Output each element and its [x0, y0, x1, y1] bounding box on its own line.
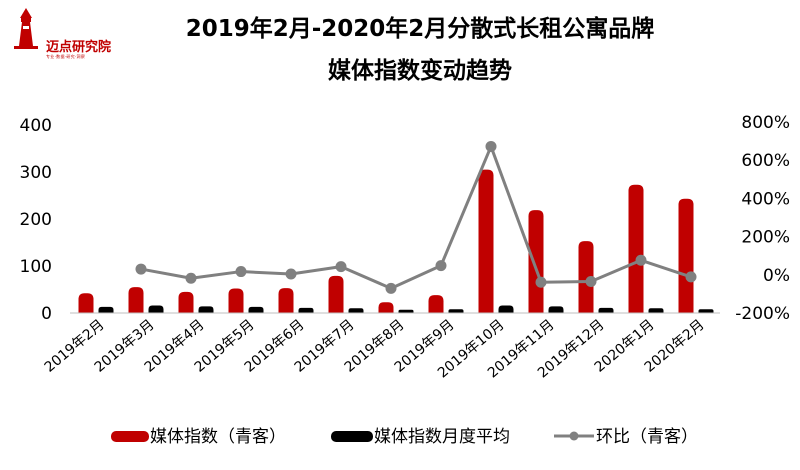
- y-right-tick-label: 600%: [741, 151, 790, 171]
- bar-media-index: [78, 293, 94, 313]
- bar-media-index: [628, 184, 644, 313]
- bar-media-index: [128, 287, 144, 313]
- legend-label-avg: 媒体指数月度平均: [374, 427, 510, 447]
- bar-monthly-average: [198, 306, 214, 313]
- y-right-tick-label: 400%: [741, 189, 790, 209]
- y-right-tick-label: 800%: [741, 113, 790, 133]
- y-right-tick-label: 0%: [763, 266, 790, 286]
- bar-monthly-average: [648, 308, 664, 313]
- y-right-tick-label: 200%: [741, 228, 790, 248]
- point-ratio: [485, 140, 497, 152]
- bar-monthly-average: [98, 306, 114, 313]
- chart: 0100200300400-200%0%200%400%600%800%2019…: [20, 113, 790, 381]
- y-left-tick-label: 300: [20, 163, 52, 183]
- bar-media-index: [428, 295, 444, 313]
- chart-title: 2019年2月-2020年2月分散式长租公寓品牌 媒体指数变动趋势: [120, 8, 720, 92]
- legend-label-ratio: 环比（青客）: [596, 427, 698, 447]
- point-ratio: [685, 271, 697, 283]
- bar-monthly-average: [348, 308, 364, 313]
- legend-item-ratio: 环比（青客）: [552, 422, 698, 447]
- y-left-tick-label: 0: [41, 304, 52, 324]
- bar-monthly-average: [398, 309, 414, 313]
- bar-monthly-average: [598, 307, 614, 313]
- bar-swatch-icon: [331, 430, 373, 442]
- legend-item-avg: 媒体指数月度平均: [330, 422, 510, 447]
- point-ratio: [585, 275, 597, 287]
- point-ratio: [635, 254, 647, 266]
- bar-monthly-average: [248, 306, 264, 313]
- bar-media-index: [328, 275, 344, 313]
- bar-media-index: [478, 169, 494, 313]
- y-left-tick-label: 400: [20, 116, 52, 136]
- logo-tagline: 专业·数据·研究·洞察: [46, 54, 86, 59]
- legend-item-index: 媒体指数（青客）: [110, 422, 286, 447]
- y-right-tick-label: -200%: [735, 304, 790, 324]
- bar-monthly-average: [548, 306, 564, 313]
- bar-swatch-icon: [111, 430, 149, 442]
- y-left-tick-label: 100: [20, 257, 52, 277]
- line-ratio: [140, 144, 692, 290]
- point-ratio: [535, 276, 547, 288]
- bar-media-index: [578, 241, 594, 313]
- bar-media-index: [528, 210, 544, 313]
- legend: 媒体指数（青客） 媒体指数月度平均 环比（青客）: [0, 422, 800, 452]
- logo: 迈点研究院 专业·数据·研究·洞察: [6, 6, 116, 66]
- line-marker-icon: [554, 431, 594, 440]
- logo-name: 迈点研究院: [46, 40, 112, 55]
- point-ratio: [185, 272, 197, 284]
- bar-monthly-average: [298, 307, 314, 313]
- bar-monthly-average: [448, 309, 464, 313]
- lighthouse-icon: [14, 8, 38, 49]
- y-left-tick-label: 200: [20, 210, 52, 230]
- title-line-1: 2019年2月-2020年2月分散式长租公寓品牌: [185, 16, 655, 42]
- bar-monthly-average: [498, 305, 514, 313]
- bar-media-index: [178, 291, 194, 313]
- bar-media-index: [378, 302, 394, 313]
- bar-media-index: [228, 288, 244, 313]
- point-ratio: [435, 260, 447, 272]
- bar-media-index: [278, 288, 294, 313]
- point-ratio: [135, 263, 147, 275]
- bar-media-index: [678, 198, 694, 313]
- bar-monthly-average: [698, 309, 714, 313]
- bar-monthly-average: [148, 305, 164, 313]
- point-ratio: [285, 268, 297, 280]
- title-line-2: 媒体指数变动趋势: [328, 58, 512, 84]
- point-ratio: [385, 282, 397, 294]
- point-ratio: [235, 266, 247, 278]
- legend-label-index: 媒体指数（青客）: [150, 427, 286, 447]
- point-ratio: [335, 261, 347, 273]
